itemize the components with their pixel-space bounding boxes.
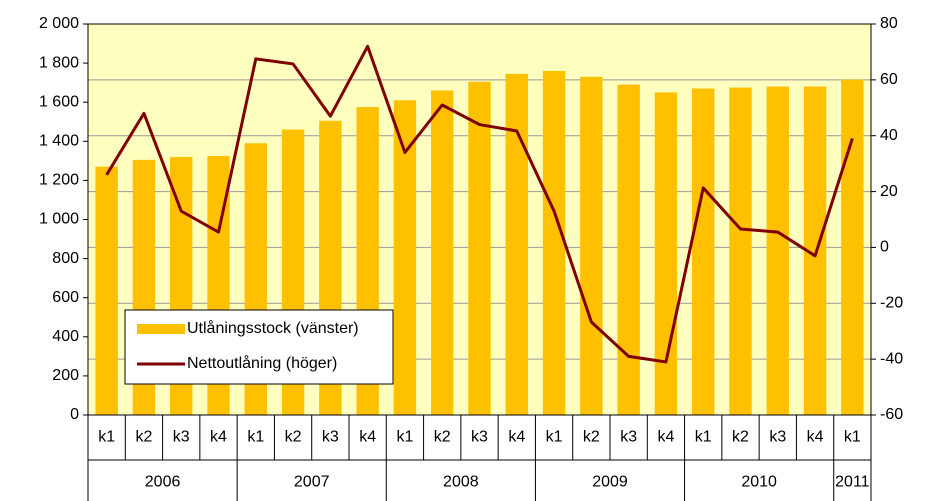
x-tick-label: k2 [732,429,749,446]
x-tick-label: k2 [434,429,451,446]
y2-tick-label: -40 [880,350,903,367]
y-tick-label: 1 200 [39,172,79,189]
x-tick-label: k3 [322,429,339,446]
y-tick-label: 2 000 [39,15,79,32]
y2-tick-label: -60 [880,406,903,423]
bar [654,92,678,416]
y-tick-label: 0 [70,406,79,423]
x-tick-label: k1 [844,429,861,446]
y2-tick-label: 80 [880,15,898,32]
bar [841,79,864,415]
y-tick-label: 600 [52,289,79,306]
y-tick-label: 1 600 [39,93,79,110]
x-tick-label: k1 [247,429,264,446]
x-tick-label: k1 [98,429,115,446]
x-tick-label: k3 [173,429,190,446]
bar [542,70,566,416]
x-tick-label: k1 [546,429,563,446]
group-label: 2008 [443,474,479,491]
group-label: 2007 [294,474,330,491]
line [105,44,854,364]
y2-tick-label: 40 [880,127,898,144]
bar [95,166,118,415]
y-tick-label: 1 400 [39,133,79,150]
y2-tick-label: 20 [880,183,898,200]
bar [431,90,454,415]
bar [505,73,528,415]
x-tick-label: k4 [359,429,376,446]
x-tick-label: k3 [620,429,637,446]
legend-label: Nettoutlåning (höger) [187,354,337,372]
group-label: 2011 [835,474,870,491]
y-tick-label: 1 000 [39,211,79,228]
x-tick-label: k2 [583,429,600,446]
bar [692,88,715,415]
y2-tick-label: 60 [880,71,898,88]
bar [617,84,640,415]
legend-box [124,309,394,385]
plot-border [87,23,872,416]
bar [729,87,752,415]
x-tick-label: k1 [396,429,413,446]
x-tick-label: k4 [657,429,674,446]
legend: Utlåningsstock (vänster) Nettoutlåning (h… [124,309,394,385]
group-label: 2010 [741,474,777,491]
bar [766,86,789,415]
x-tick-label: k3 [471,429,488,446]
bar [393,100,417,416]
group-label: 2006 [145,474,181,491]
x-tick-label: k4 [210,429,227,446]
bar [803,86,827,415]
y2-tick-label: 0 [880,239,889,256]
group-label: 2009 [592,474,628,491]
x-tick-label: k3 [769,429,786,446]
x-tick-label: k2 [285,429,302,446]
x-tick-label: k1 [695,429,712,446]
x-tick-label: k4 [807,429,824,446]
y-tick-label: 400 [52,328,79,345]
bar [580,76,603,415]
legend-label: Utlåningsstock (vänster) [187,319,359,337]
x-tick-label: k2 [135,429,152,446]
bar [468,81,491,416]
y-tick-label: 800 [52,250,79,267]
y-tick-label: 200 [52,367,79,384]
legend-swatch [137,324,185,334]
y2-tick-label: -20 [880,295,903,312]
x-tick-label: k4 [508,429,525,446]
y-tick-label: 1 800 [39,54,79,71]
